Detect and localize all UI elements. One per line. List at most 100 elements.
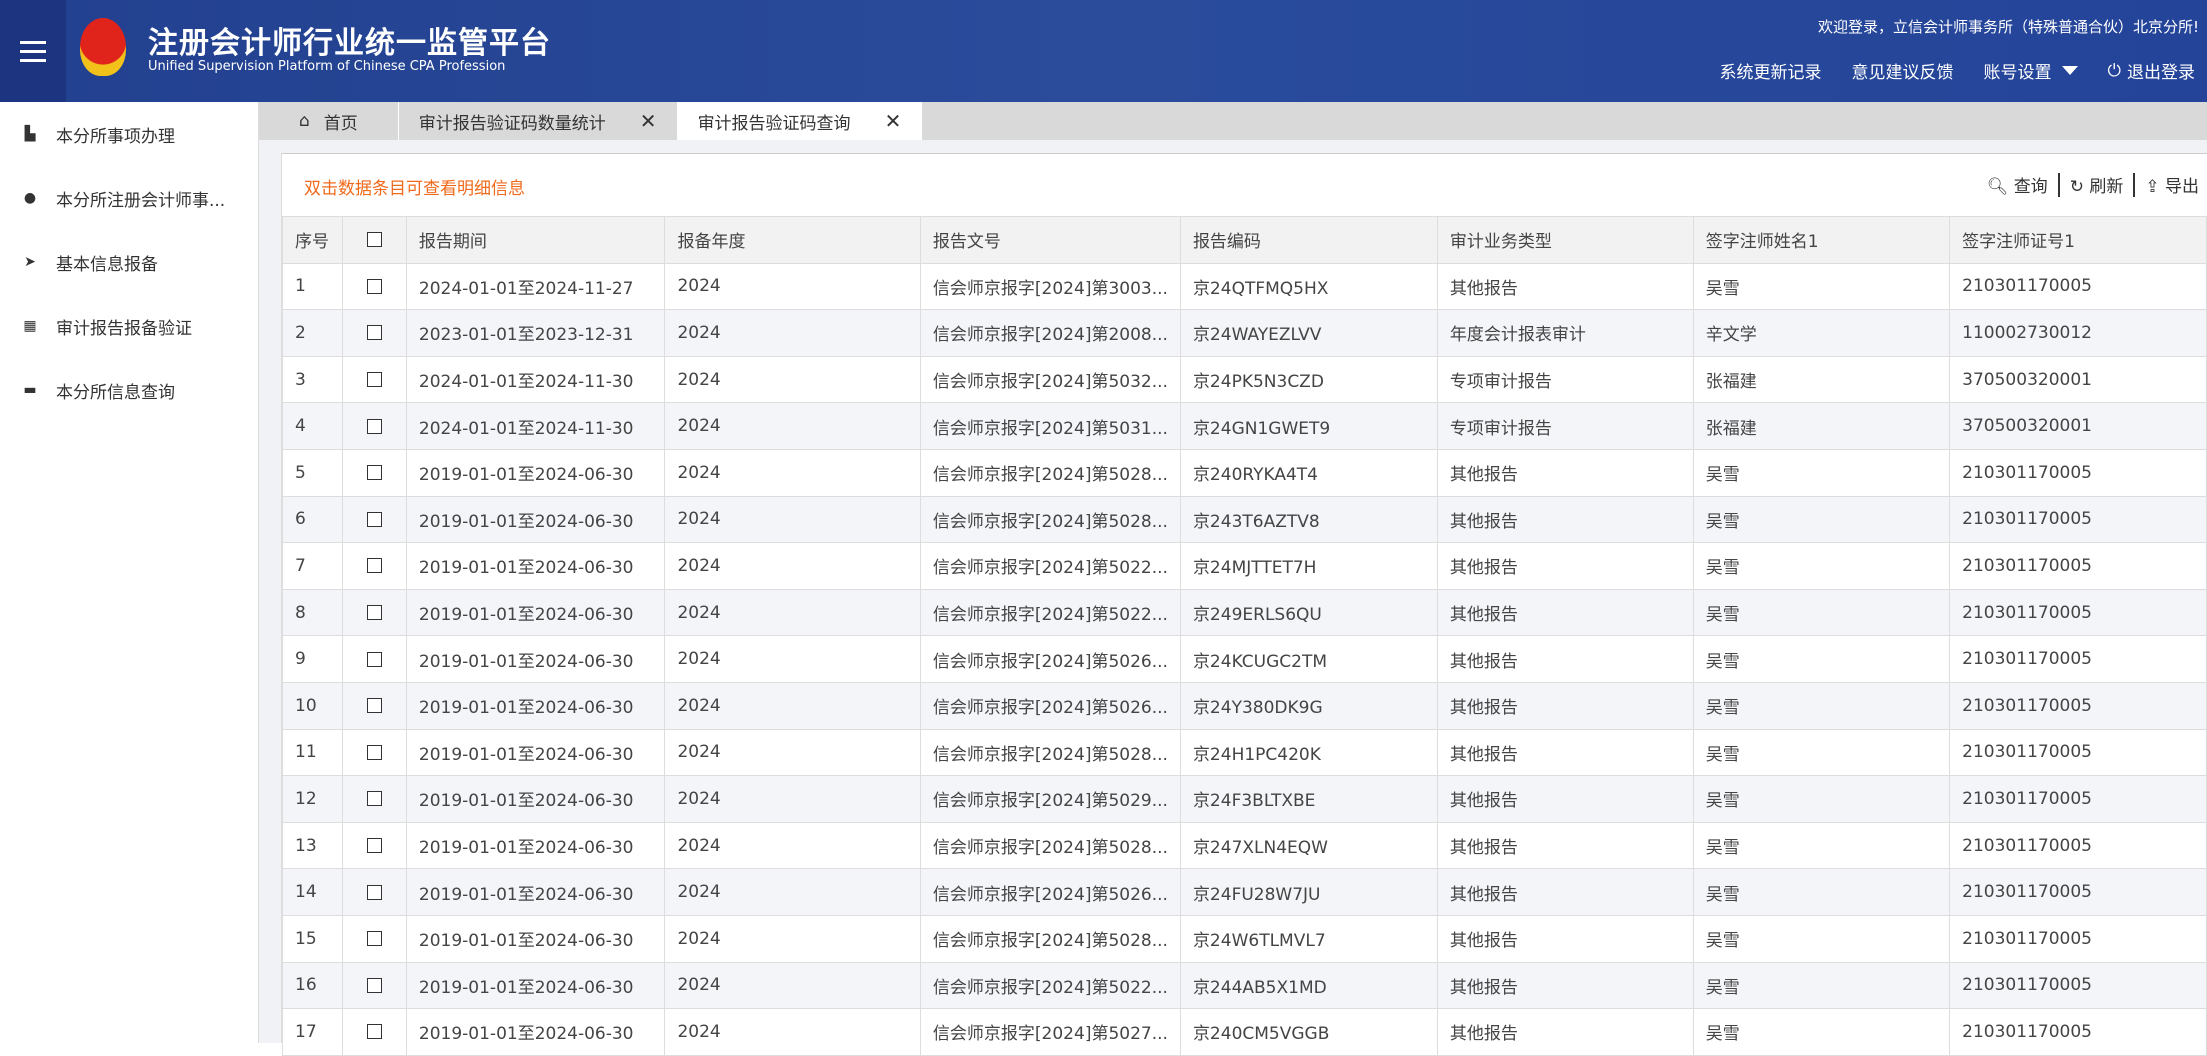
checkbox-icon[interactable] <box>366 325 382 341</box>
feedback-link[interactable]: 意见建议反馈 <box>1852 58 1954 83</box>
checkbox-icon[interactable] <box>366 884 382 900</box>
row-checkbox[interactable] <box>341 588 407 637</box>
checkbox-icon[interactable] <box>366 838 382 854</box>
table-row[interactable]: 3 2024-01-01至2024-11-30 2024 信会师京报字[2024]第5… <box>282 355 2207 404</box>
sidebar-item-branch-cpa[interactable]: ● 本分所注册会计师事... <box>0 166 258 230</box>
row-checkbox[interactable] <box>341 448 407 497</box>
select-all-checkbox[interactable] <box>341 216 407 264</box>
table-cell: 2024-01-01至2024-11-30 <box>405 355 666 404</box>
sidebar-item-branch-info-query[interactable]: ▬ 本分所信息查询 <box>0 358 258 422</box>
tab-home[interactable]: ⌂ 首页 <box>259 102 399 140</box>
table-cell: 京247XLN4EQW <box>1179 821 1438 870</box>
table-cell: 5 <box>282 448 343 497</box>
table-cell: 14 <box>282 868 343 916</box>
sidebar-item-basic-info[interactable]: ➤ 基本信息报备 <box>0 230 258 294</box>
checkbox-icon[interactable] <box>366 931 382 947</box>
checkbox-icon[interactable] <box>366 278 382 294</box>
row-checkbox[interactable] <box>341 309 407 357</box>
row-checkbox[interactable] <box>341 495 407 544</box>
table-row[interactable]: 10 2019-01-01至2024-06-30 2024 信会师京报字[2024]第… <box>282 681 2207 730</box>
table-cell: 10 <box>282 681 343 730</box>
table-row[interactable]: 15 2019-01-01至2024-06-30 2024 信会师京报字[2024]第… <box>282 914 2207 963</box>
column-header: 签字注师证号1 <box>1949 216 2207 264</box>
sidebar-item-branch-affairs[interactable]: ▙ 本分所事项办理 <box>0 102 258 166</box>
row-checkbox[interactable] <box>341 1008 407 1056</box>
checkbox-icon[interactable] <box>366 977 382 993</box>
table-row[interactable]: 7 2019-01-01至2024-06-30 2024 信会师京报字[2024]第5… <box>282 542 2207 590</box>
table-cell: 京24F3BLTXBE <box>1179 775 1438 823</box>
row-checkbox[interactable] <box>341 681 407 730</box>
table-row[interactable]: 1 2024-01-01至2024-11-27 2024 信会师京报字[2024]第3… <box>282 262 2207 311</box>
table-cell: 信会师京报字[2024]第5031... <box>919 402 1181 450</box>
table-row[interactable]: 17 2019-01-01至2024-06-30 2024 信会师京报字[2024]第… <box>282 1008 2207 1056</box>
table-cell: 信会师京报字[2024]第5027... <box>919 1008 1181 1056</box>
table-row[interactable]: 12 2019-01-01至2024-06-30 2024 信会师京报字[2024]第… <box>282 775 2207 823</box>
table-cell: 信会师京报字[2024]第5028... <box>919 728 1181 777</box>
checkbox-icon[interactable] <box>366 372 382 388</box>
row-checkbox[interactable] <box>341 262 407 311</box>
checkbox-icon[interactable] <box>366 651 382 667</box>
tab-code-stats[interactable]: 审计报告验证码数量统计 ✕ <box>399 102 678 140</box>
query-button[interactable]: 🔍︎ 查询 <box>1987 172 2048 197</box>
close-icon[interactable]: ✕ <box>639 109 657 133</box>
table-row[interactable]: 2 2023-01-01至2023-12-31 2024 信会师京报字[2024]第2… <box>282 309 2207 357</box>
table-row[interactable]: 9 2019-01-01至2024-06-30 2024 信会师京报字[2024]第5… <box>282 635 2207 683</box>
row-checkbox[interactable] <box>341 961 407 1010</box>
logout-button[interactable]: ⏻ 退出登录 <box>2108 58 2195 84</box>
row-checkbox[interactable] <box>341 914 407 963</box>
row-checkbox[interactable] <box>341 821 407 870</box>
checkbox-icon[interactable] <box>366 1024 382 1040</box>
refresh-button[interactable]: ↻ 刷新 <box>2070 172 2124 197</box>
table-cell: 2024 <box>664 588 921 637</box>
header: 注册会计师行业统一监管平台 Unified Supervision Platfo… <box>0 0 2207 102</box>
table-cell: 110002730012 <box>1949 309 2207 357</box>
column-header: 序号 <box>282 216 343 264</box>
table-row[interactable]: 4 2024-01-01至2024-11-30 2024 信会师京报字[2024]第5… <box>282 402 2207 450</box>
table-row[interactable]: 6 2019-01-01至2024-06-30 2024 信会师京报字[2024]第5… <box>282 495 2207 544</box>
export-button[interactable]: ⇪ 导出 <box>2145 172 2199 197</box>
row-checkbox[interactable] <box>341 542 407 590</box>
table-cell: 1 <box>282 262 343 311</box>
table-cell: 15 <box>282 914 343 963</box>
checkbox-icon[interactable] <box>366 698 382 714</box>
checkbox-icon[interactable] <box>366 511 382 527</box>
table-row[interactable]: 11 2019-01-01至2024-06-30 2024 信会师京报字[2024]第… <box>282 728 2207 777</box>
table-row[interactable]: 8 2019-01-01至2024-06-30 2024 信会师京报字[2024]第5… <box>282 588 2207 637</box>
table-cell: 吴雪 <box>1692 914 1951 963</box>
row-checkbox[interactable] <box>341 728 407 777</box>
column-header: 签字注师姓名1 <box>1692 216 1951 264</box>
table-cell: 京24H1PC420K <box>1179 728 1438 777</box>
checkbox-icon[interactable] <box>366 605 382 621</box>
menu-toggle-button[interactable] <box>0 0 66 102</box>
close-icon[interactable]: ✕ <box>884 109 902 133</box>
row-checkbox[interactable] <box>341 635 407 683</box>
row-checkbox[interactable] <box>341 402 407 450</box>
checkbox-icon[interactable] <box>366 232 382 248</box>
system-update-log-link[interactable]: 系统更新记录 <box>1720 58 1822 83</box>
checkbox-icon[interactable] <box>366 465 382 481</box>
checkbox-icon[interactable] <box>366 418 382 434</box>
table-cell: 其他报告 <box>1436 868 1694 916</box>
account-settings-dropdown[interactable]: 账号设置 <box>1984 58 2078 83</box>
checkbox-icon[interactable] <box>366 558 382 574</box>
table-row[interactable]: 5 2019-01-01至2024-06-30 2024 信会师京报字[2024]第5… <box>282 448 2207 497</box>
query-label: 查询 <box>2013 177 2048 197</box>
table-cell: 京249ERLS6QU <box>1179 588 1438 637</box>
row-checkbox[interactable] <box>341 775 407 823</box>
row-checkbox[interactable] <box>341 868 407 916</box>
table-cell: 370500320001 <box>1949 355 2207 404</box>
row-checkbox[interactable] <box>341 355 407 404</box>
table-cell: 其他报告 <box>1436 448 1694 497</box>
refresh-icon: ↻ <box>2069 177 2084 197</box>
sidebar-item-audit-report-verify[interactable]: ▦ 审计报告报备验证 <box>0 294 258 358</box>
table-row[interactable]: 16 2019-01-01至2024-06-30 2024 信会师京报字[2024]第… <box>282 961 2207 1010</box>
checkbox-icon[interactable] <box>366 744 382 760</box>
divider <box>2133 172 2136 197</box>
table-row[interactable]: 14 2019-01-01至2024-06-30 2024 信会师京报字[2024]第… <box>282 868 2207 916</box>
table-cell: 2019-01-01至2024-06-30 <box>405 542 666 590</box>
table-cell: 张福建 <box>1692 402 1951 450</box>
checkbox-icon[interactable] <box>366 791 382 807</box>
table-cell: 2019-01-01至2024-06-30 <box>405 775 666 823</box>
tab-code-query[interactable]: 审计报告验证码查询 ✕ <box>677 102 923 140</box>
table-row[interactable]: 13 2019-01-01至2024-06-30 2024 信会师京报字[2024]第… <box>282 821 2207 870</box>
